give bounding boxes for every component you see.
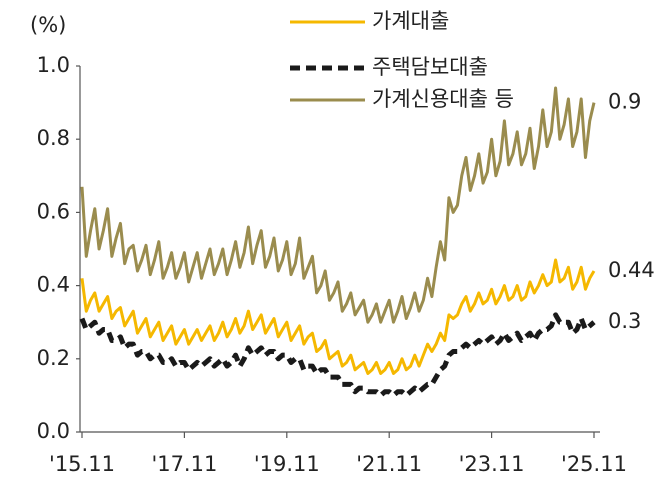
end-value-label: 0.9 [608, 90, 641, 114]
x-tick-label: '19.11 [254, 452, 320, 476]
y-tick-label: 0.8 [37, 126, 70, 150]
series-line [80, 86, 596, 324]
x-tick-label: '25.11 [561, 452, 627, 476]
x-tick-label: '21.11 [356, 452, 422, 476]
y-tick-label: 0.2 [37, 346, 70, 370]
legend-label: 가계신용대출 등 [372, 87, 514, 111]
end-value-label: 0.44 [608, 258, 655, 282]
y-tick-label: 1.0 [37, 53, 70, 77]
y-tick-label: 0.0 [37, 419, 70, 443]
legend-label: 주택담보대출 [372, 55, 488, 79]
y-axis-label: (%) [30, 13, 66, 37]
end-value-label: 0.3 [608, 309, 641, 333]
y-tick-label: 0.6 [37, 199, 70, 223]
x-tick-label: '15.11 [49, 452, 115, 476]
series-line [79, 312, 596, 398]
legend-label: 가계대출 [372, 9, 449, 33]
x-tick-label: '23.11 [459, 452, 525, 476]
y-tick-label: 0.4 [37, 273, 70, 297]
series-line [80, 258, 596, 375]
x-tick-label: '17.11 [151, 452, 217, 476]
